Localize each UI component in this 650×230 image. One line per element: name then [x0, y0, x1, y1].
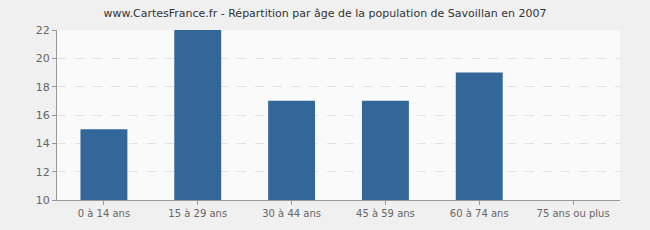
svg-text:30 à 44 ans: 30 à 44 ans [262, 208, 321, 219]
svg-text:18: 18 [36, 81, 50, 94]
svg-text:20: 20 [36, 52, 50, 65]
svg-text:12: 12 [36, 166, 50, 179]
svg-text:0 à 14 ans: 0 à 14 ans [78, 208, 130, 219]
svg-text:15 à 29 ans: 15 à 29 ans [168, 208, 227, 219]
svg-text:22: 22 [36, 24, 50, 37]
svg-text:16: 16 [36, 109, 50, 122]
svg-text:www.CartesFrance.fr - Répartit: www.CartesFrance.fr - Répartition par âg… [104, 7, 547, 20]
svg-text:14: 14 [36, 137, 50, 150]
svg-text:75 ans ou plus: 75 ans ou plus [537, 208, 610, 219]
svg-text:10: 10 [36, 194, 50, 207]
svg-text:45 à 59 ans: 45 à 59 ans [356, 208, 415, 219]
svg-text:60 à 74 ans: 60 à 74 ans [450, 208, 509, 219]
